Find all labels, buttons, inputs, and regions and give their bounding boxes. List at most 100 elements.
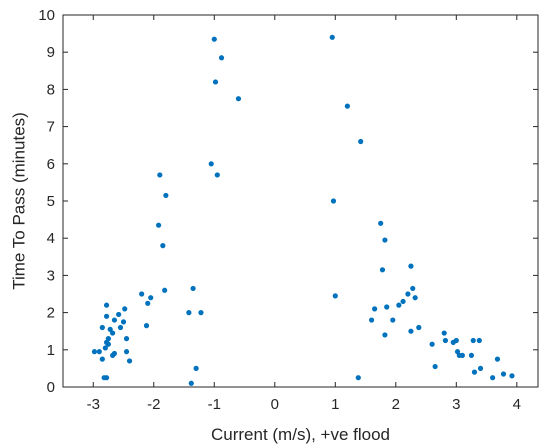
data-point <box>396 302 402 308</box>
data-point <box>190 285 196 292</box>
data-point <box>212 79 219 85</box>
data-point <box>103 302 110 308</box>
data-point <box>432 363 438 370</box>
data-point <box>198 310 204 316</box>
data-point <box>509 373 515 379</box>
data-point <box>120 319 127 325</box>
data-point <box>355 375 361 381</box>
data-point <box>105 336 111 342</box>
data-point <box>408 328 414 334</box>
data-point <box>160 243 166 249</box>
data-point <box>186 310 192 316</box>
data-point <box>476 337 482 344</box>
data-point <box>145 300 151 306</box>
data-point <box>218 55 225 61</box>
data-point <box>416 324 422 331</box>
y-axis: 0 1 2 3 4 5 6 7 8 9 10 <box>38 7 538 396</box>
data-point <box>117 324 124 331</box>
data-point <box>91 349 98 355</box>
data-point <box>208 161 214 167</box>
y-tick-label: 4 <box>47 230 55 247</box>
data-point <box>468 352 475 358</box>
plot-frame <box>62 14 539 388</box>
data-point <box>111 317 118 323</box>
data-point <box>490 375 496 381</box>
data-point <box>344 103 350 109</box>
data-point <box>123 336 130 342</box>
data-point <box>157 172 163 178</box>
x-tick-label: 1 <box>331 396 339 413</box>
data-point <box>382 332 388 338</box>
data-point <box>211 36 217 42</box>
data-point <box>116 311 122 318</box>
data-point <box>148 295 154 301</box>
data-point <box>453 337 459 344</box>
data-point <box>235 96 242 102</box>
x-tick-label: 0 <box>271 396 279 413</box>
data-point <box>162 287 168 293</box>
data-point <box>99 324 105 331</box>
data-point <box>368 317 375 323</box>
data-point <box>330 198 337 204</box>
data-point <box>442 337 449 344</box>
x-tick-label: 3 <box>452 396 460 413</box>
data-points <box>91 34 515 386</box>
data-point <box>139 291 145 297</box>
data-point <box>123 349 130 355</box>
y-tick-label: 10 <box>38 7 55 24</box>
y-tick-label: 1 <box>47 342 55 359</box>
data-point <box>107 326 113 332</box>
data-point <box>126 358 133 364</box>
data-point <box>193 365 199 371</box>
data-point <box>400 298 406 305</box>
data-point <box>96 349 102 355</box>
data-point <box>441 330 447 336</box>
data-point <box>103 375 110 381</box>
y-tick-label: 8 <box>47 81 55 98</box>
data-point <box>382 237 388 243</box>
data-point <box>378 220 384 226</box>
data-point <box>188 380 194 386</box>
data-point <box>412 295 418 301</box>
data-point <box>122 306 128 312</box>
data-point <box>163 192 169 199</box>
y-tick-label: 9 <box>47 44 55 61</box>
data-point <box>111 350 118 357</box>
data-point <box>329 34 335 40</box>
data-point <box>105 341 111 347</box>
data-point <box>384 304 390 310</box>
data-point <box>99 356 105 362</box>
data-point <box>358 138 364 145</box>
data-point <box>214 172 220 178</box>
y-tick-label: 2 <box>47 305 55 322</box>
x-tick-label: -3 <box>87 396 100 413</box>
y-tick-label: 3 <box>47 267 55 284</box>
data-point <box>405 291 411 297</box>
x-tick-label: -1 <box>208 396 221 413</box>
x-axis-label: Current (m/s), +ve flood <box>211 425 390 444</box>
data-point <box>500 371 507 377</box>
x-tick-label: -2 <box>147 396 160 413</box>
y-tick-label: 0 <box>47 379 55 396</box>
x-tick-label: 4 <box>513 396 521 413</box>
data-point <box>156 222 162 228</box>
data-point <box>470 337 476 344</box>
data-point <box>379 267 386 273</box>
data-point <box>459 352 465 358</box>
y-tick-label: 5 <box>47 193 55 210</box>
data-point <box>471 369 478 375</box>
data-point <box>143 323 150 329</box>
data-point <box>494 356 501 362</box>
data-point <box>372 306 378 312</box>
data-point <box>477 365 484 371</box>
data-point <box>103 313 110 319</box>
data-point <box>408 263 414 269</box>
y-tick-label: 7 <box>47 119 55 136</box>
x-axis: -3 -2 -1 0 1 2 3 4 <box>87 15 521 413</box>
data-point <box>390 317 396 323</box>
data-point <box>110 330 116 336</box>
data-point <box>429 341 435 347</box>
data-point <box>102 345 108 351</box>
y-tick-label: 6 <box>47 156 55 173</box>
